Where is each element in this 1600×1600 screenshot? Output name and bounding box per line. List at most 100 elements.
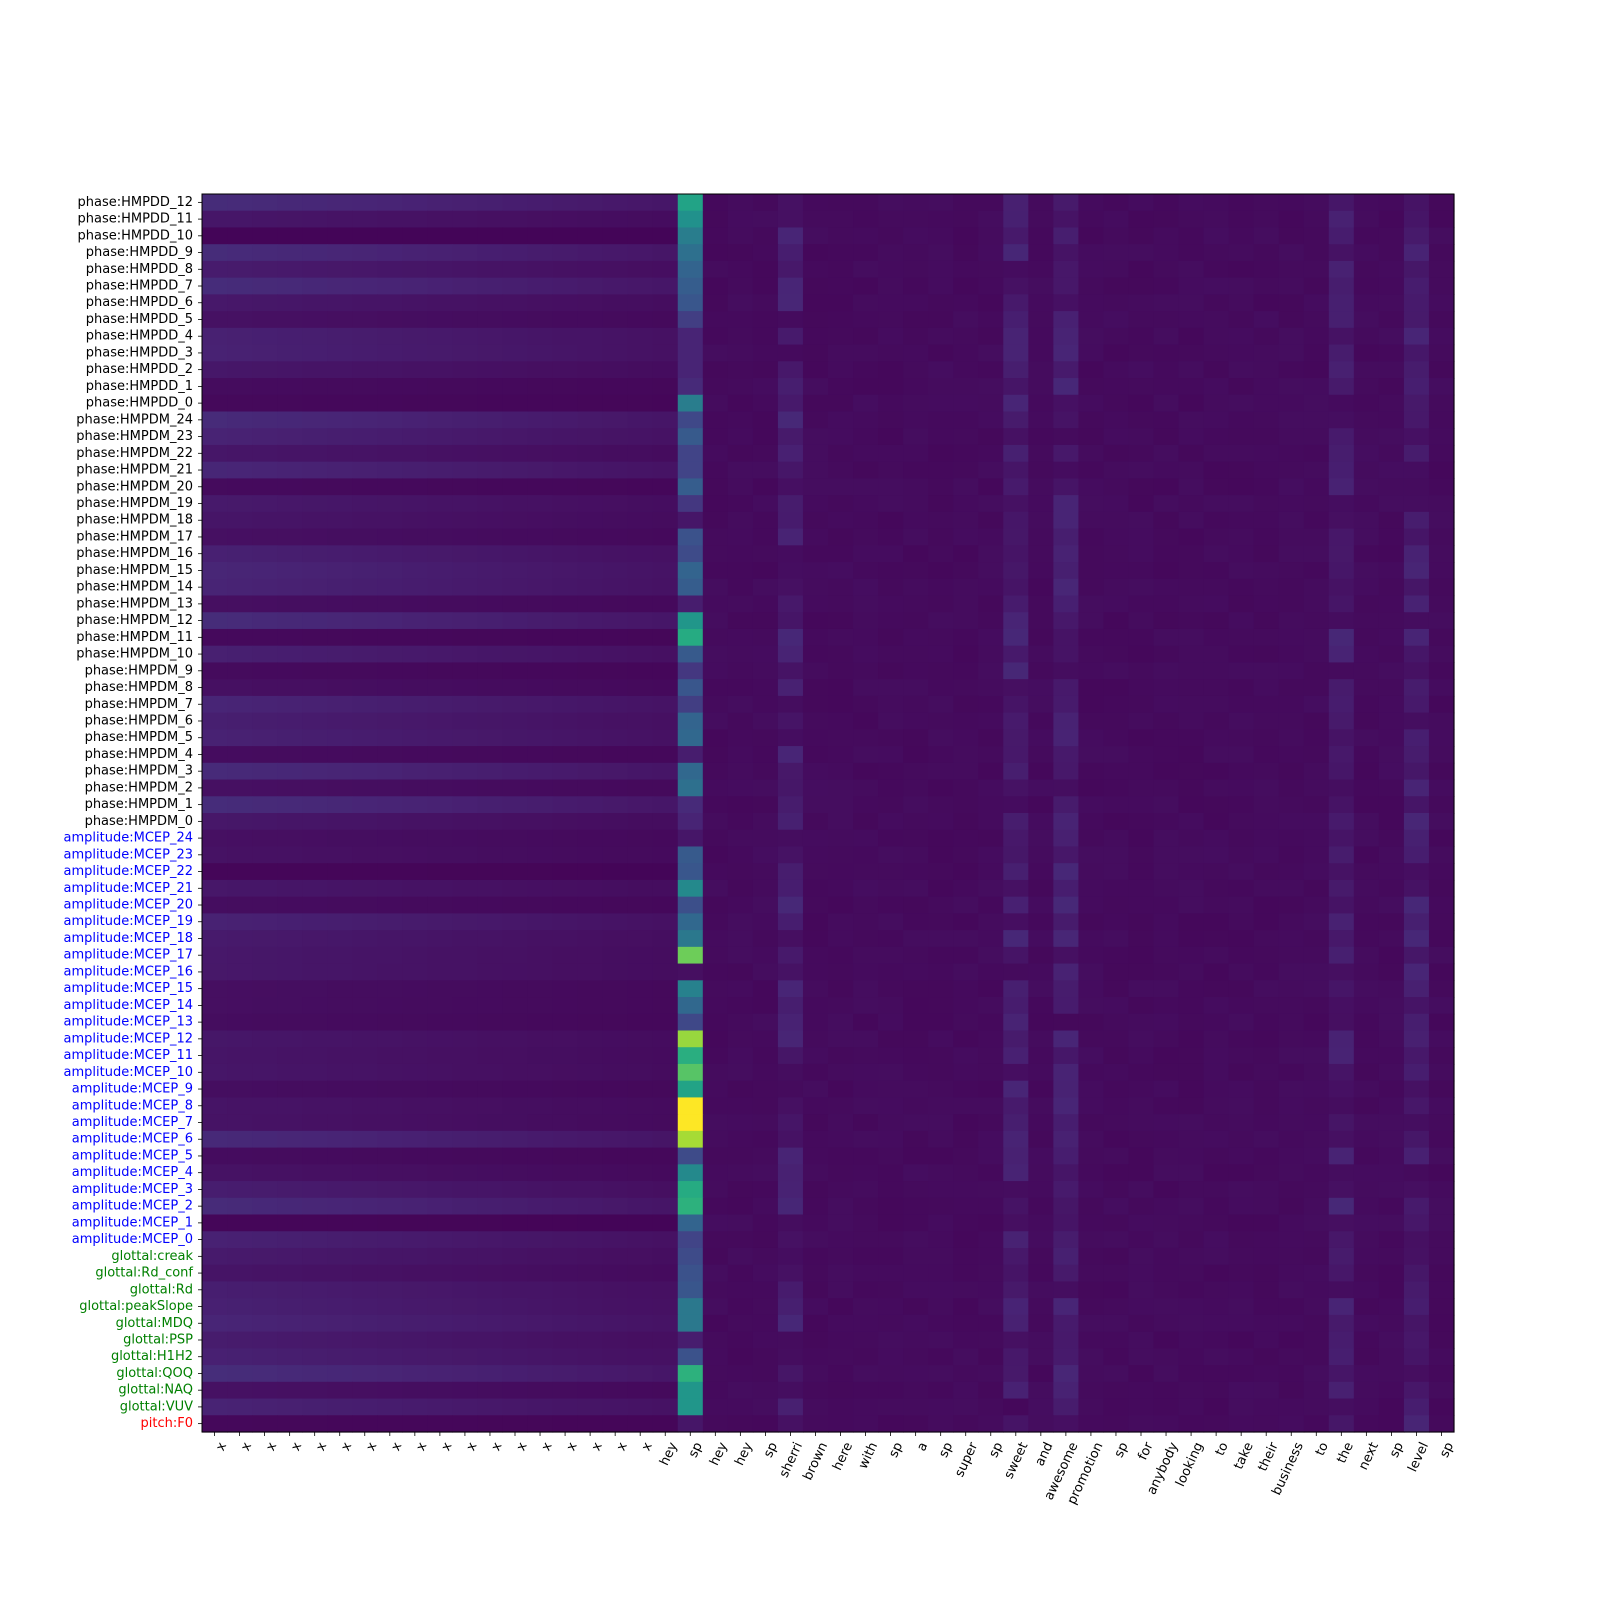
heatmap-cell — [1254, 378, 1280, 395]
heatmap-cell — [1229, 780, 1255, 797]
heatmap-cell — [1304, 713, 1330, 730]
heatmap-cell — [603, 1315, 629, 1332]
heatmap-cell — [1204, 1332, 1230, 1349]
heatmap-cell — [1028, 545, 1054, 562]
heatmap-cell — [502, 1164, 528, 1181]
heatmap-cell — [1128, 1097, 1154, 1114]
heatmap-cell — [753, 1081, 779, 1098]
heatmap-cell — [528, 462, 554, 479]
heatmap-cell — [803, 395, 829, 412]
heatmap-cell — [452, 930, 478, 947]
heatmap-cell — [603, 863, 629, 880]
heatmap-cell — [1304, 1014, 1330, 1031]
heatmap-cell — [603, 411, 629, 428]
heatmap-cell — [928, 662, 954, 679]
heatmap-cell — [477, 1081, 503, 1098]
heatmap-cell — [1154, 579, 1180, 596]
y-tick-label: phase:HMPDM_10 — [76, 647, 193, 662]
heatmap-cell — [252, 345, 278, 362]
heatmap-cell — [828, 345, 854, 362]
heatmap-cell — [1078, 345, 1104, 362]
y-tick-label: phase:HMPDM_16 — [76, 546, 193, 561]
heatmap-cell — [1404, 796, 1430, 813]
heatmap-cell — [302, 562, 328, 579]
heatmap-cell — [878, 729, 904, 746]
heatmap-cell — [1279, 345, 1305, 362]
heatmap-cell — [978, 713, 1004, 730]
heatmap-cell — [803, 1248, 829, 1265]
heatmap-cell — [653, 328, 679, 345]
heatmap-cell — [502, 863, 528, 880]
heatmap-cell — [1003, 1198, 1029, 1215]
heatmap-cell — [953, 729, 979, 746]
heatmap-cell — [678, 1081, 704, 1098]
heatmap-cell — [1354, 345, 1380, 362]
heatmap-cell — [452, 478, 478, 495]
heatmap-cell — [1254, 1382, 1280, 1399]
heatmap-cell — [953, 395, 979, 412]
heatmap-cell — [978, 947, 1004, 964]
heatmap-cell — [1003, 1231, 1029, 1248]
heatmap-cell — [853, 930, 879, 947]
heatmap-cell — [377, 813, 403, 830]
heatmap-cell — [578, 545, 604, 562]
heatmap-cell — [828, 378, 854, 395]
heatmap-cell — [553, 612, 579, 629]
heatmap-cell — [1053, 1114, 1079, 1131]
heatmap-cell — [803, 646, 829, 663]
heatmap-cell — [553, 361, 579, 378]
heatmap-cell — [828, 1332, 854, 1349]
heatmap-cell — [1128, 679, 1154, 696]
y-tick-label: phase:HMPDM_22 — [76, 446, 193, 461]
heatmap-cell — [928, 897, 954, 914]
heatmap-cell — [452, 863, 478, 880]
heatmap-cell — [252, 1265, 278, 1282]
heatmap-cell — [352, 980, 378, 997]
heatmap-cell — [653, 529, 679, 546]
heatmap-cell — [1429, 361, 1455, 378]
heatmap-cell — [277, 796, 303, 813]
heatmap-cell — [227, 1382, 253, 1399]
heatmap-cell — [803, 1114, 829, 1131]
heatmap-cell — [928, 445, 954, 462]
y-tick-label: phase:HMPDM_20 — [76, 479, 193, 494]
heatmap-cell — [553, 813, 579, 830]
heatmap-cell — [628, 863, 654, 880]
heatmap-cell — [1003, 445, 1029, 462]
heatmap-cell — [1429, 294, 1455, 311]
y-tick-labels: phase:HMPDD_12phase:HMPDD_11phase:HMPDD_… — [64, 195, 202, 1431]
heatmap-cell — [1179, 1365, 1205, 1382]
heatmap-cell — [678, 378, 704, 395]
heatmap-cell — [978, 729, 1004, 746]
heatmap-cell — [878, 1097, 904, 1114]
heatmap-cell — [1028, 596, 1054, 613]
heatmap-cell — [427, 1231, 453, 1248]
heatmap-cell — [1103, 1348, 1129, 1365]
heatmap-cell — [728, 495, 754, 512]
heatmap-cell — [1128, 278, 1154, 295]
heatmap-cell — [1379, 361, 1405, 378]
heatmap-cell — [1154, 1415, 1180, 1432]
heatmap-cell — [978, 1164, 1004, 1181]
heatmap-cell — [1078, 261, 1104, 278]
heatmap-cell — [1354, 1231, 1380, 1248]
heatmap-cell — [553, 830, 579, 847]
heatmap-cell — [427, 512, 453, 529]
heatmap-cell — [778, 1181, 804, 1198]
heatmap-cell — [1254, 1215, 1280, 1232]
heatmap-cell — [1128, 863, 1154, 880]
heatmap-cell — [377, 278, 403, 295]
heatmap-cell — [978, 679, 1004, 696]
heatmap-cell — [878, 261, 904, 278]
heatmap-cell — [753, 294, 779, 311]
heatmap-cell — [703, 964, 729, 981]
heatmap-cell — [1279, 1148, 1305, 1165]
heatmap-cell — [953, 1265, 979, 1282]
x-tick-label: sp — [1112, 1440, 1132, 1460]
heatmap-cell — [803, 529, 829, 546]
heatmap-cell — [1128, 1332, 1154, 1349]
heatmap-cell — [1254, 1415, 1280, 1432]
heatmap-cell — [653, 1298, 679, 1315]
heatmap-cell — [202, 445, 228, 462]
heatmap-cell — [277, 763, 303, 780]
